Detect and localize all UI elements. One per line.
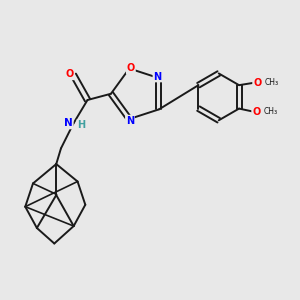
Text: CH₃: CH₃	[265, 78, 279, 87]
Text: O: O	[127, 64, 135, 74]
Text: N: N	[64, 118, 73, 128]
Text: O: O	[252, 107, 260, 117]
Text: N: N	[153, 72, 161, 82]
Text: H: H	[77, 120, 85, 130]
Text: O: O	[66, 69, 74, 80]
Text: N: N	[126, 116, 134, 126]
Text: O: O	[253, 78, 261, 88]
Text: CH₃: CH₃	[264, 107, 278, 116]
